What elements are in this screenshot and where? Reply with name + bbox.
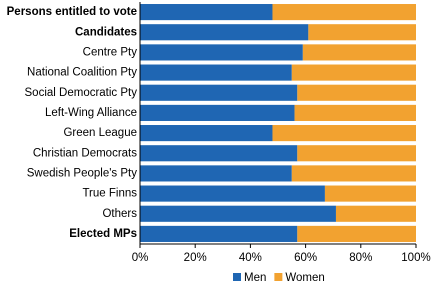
y-tick-label: Social Democratic Pty xyxy=(25,87,138,99)
y-tick-label: Candidates xyxy=(75,26,137,38)
y-tick-label: Others xyxy=(102,208,137,220)
bar-segment xyxy=(291,165,416,182)
x-tick-label: 60% xyxy=(294,252,317,264)
x-tick-label: 20% xyxy=(184,252,207,264)
bar-segment xyxy=(302,44,416,61)
legend-label: Women xyxy=(285,272,324,284)
bar-segment xyxy=(272,4,416,21)
bar-segment xyxy=(140,205,336,222)
bar-segment xyxy=(297,145,416,162)
bar-segment xyxy=(324,185,416,202)
y-tick-label: True Finns xyxy=(82,188,137,200)
bar-segment xyxy=(294,104,416,121)
bar-segment xyxy=(140,24,309,41)
y-tick-label: Elected MPs xyxy=(69,228,137,240)
x-tick-label: 0% xyxy=(132,252,149,264)
bar-segment xyxy=(140,84,298,101)
bar-segment xyxy=(272,125,416,142)
legend-label: Men xyxy=(244,272,266,284)
bar-segment xyxy=(140,44,303,61)
y-tick-label: National Coalition Pty xyxy=(27,67,137,79)
bar-segment xyxy=(297,225,416,242)
bar-segment xyxy=(140,145,298,162)
bar-segment xyxy=(140,4,273,21)
y-tick-label: Christian Democrats xyxy=(33,147,137,159)
bar-segment xyxy=(297,84,416,101)
legend-swatch xyxy=(274,273,283,281)
bar-segment xyxy=(140,165,292,182)
bar-segment xyxy=(335,205,416,222)
bar-segment xyxy=(140,225,298,242)
bar-segment xyxy=(291,64,416,81)
bar-segment xyxy=(140,104,295,121)
x-tick-label: 100% xyxy=(401,252,430,264)
y-tick-label: Persons entitled to vote xyxy=(7,6,137,18)
bar-segment xyxy=(308,24,416,41)
y-tick-label: Centre Pty xyxy=(83,46,138,58)
x-tick-label: 40% xyxy=(239,252,262,264)
legend-swatch xyxy=(233,273,241,281)
bar-segment xyxy=(140,125,273,142)
bar-segment xyxy=(140,64,292,81)
y-tick-label: Green League xyxy=(63,127,137,139)
bar-segment xyxy=(140,185,325,202)
y-tick-label: Left-Wing Alliance xyxy=(45,107,137,119)
x-tick-label: 80% xyxy=(349,252,372,264)
y-tick-label: Swedish People's Pty xyxy=(27,167,137,179)
